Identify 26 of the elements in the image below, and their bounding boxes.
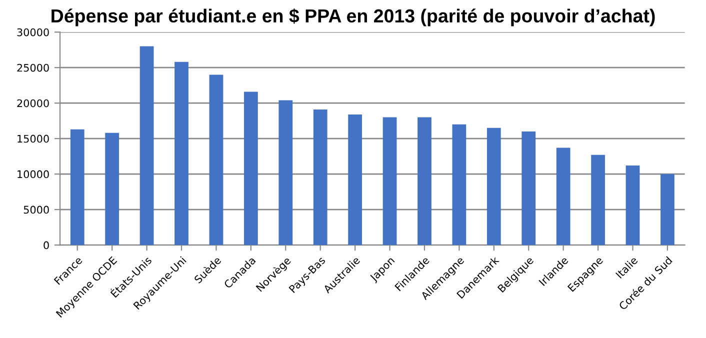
bar: [174, 62, 188, 246]
chart-title: Dépense par étudiant.e en $ PPA en 2013 (parité de pouvoir d’achat): [52, 8, 655, 26]
y-tick-label: 15000: [18, 134, 49, 143]
bar: [591, 154, 605, 246]
bar: [244, 92, 258, 246]
y-tick-label: 5000: [24, 206, 49, 214]
y-tick-label: 30000: [17, 28, 49, 36]
bar: [382, 117, 397, 246]
bar: [348, 114, 362, 246]
bar: [486, 128, 501, 246]
bar: [418, 117, 432, 246]
bar: [522, 131, 536, 246]
bar: [70, 129, 84, 246]
bar: [626, 166, 640, 246]
y-tick-label: 25000: [17, 64, 49, 72]
bar: [209, 74, 224, 246]
bar: [105, 132, 120, 246]
y-tick-label: 0: [44, 241, 49, 250]
bar: [313, 109, 328, 246]
bar: [660, 174, 674, 246]
y-tick-label: 10000: [18, 170, 49, 178]
bar: [452, 124, 466, 246]
y-tick-label: 20000: [17, 99, 49, 108]
bar: [556, 148, 570, 246]
bar: [278, 100, 293, 246]
bar: [140, 46, 154, 246]
